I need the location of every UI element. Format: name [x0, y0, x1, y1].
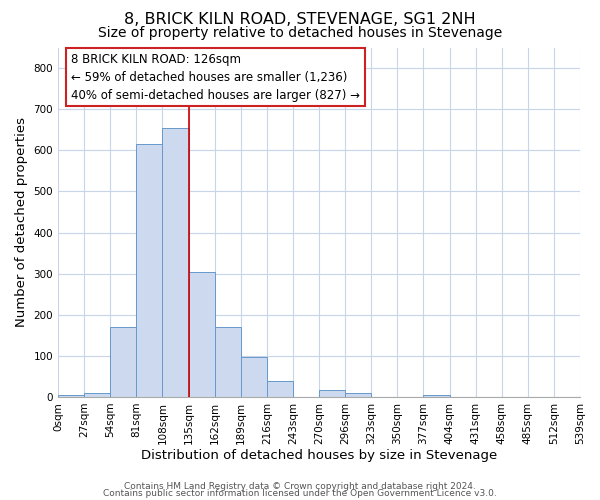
Bar: [319, 390, 345, 397]
Text: Size of property relative to detached houses in Stevenage: Size of property relative to detached ho…: [98, 26, 502, 40]
Bar: [84, 393, 110, 397]
Bar: [58, 395, 84, 397]
Text: 8 BRICK KILN ROAD: 126sqm
← 59% of detached houses are smaller (1,236)
40% of se: 8 BRICK KILN ROAD: 126sqm ← 59% of detac…: [71, 52, 360, 102]
Text: Contains public sector information licensed under the Open Government Licence v3: Contains public sector information licen…: [103, 489, 497, 498]
Bar: [188, 272, 215, 397]
Bar: [215, 327, 241, 397]
Text: Contains HM Land Registry data © Crown copyright and database right 2024.: Contains HM Land Registry data © Crown c…: [124, 482, 476, 491]
Bar: [424, 395, 449, 397]
Bar: [136, 144, 163, 397]
Y-axis label: Number of detached properties: Number of detached properties: [15, 117, 28, 327]
Bar: [110, 327, 136, 397]
Bar: [267, 380, 293, 397]
Text: 8, BRICK KILN ROAD, STEVENAGE, SG1 2NH: 8, BRICK KILN ROAD, STEVENAGE, SG1 2NH: [124, 12, 476, 28]
Bar: [241, 357, 267, 397]
Bar: [163, 128, 188, 397]
Bar: [345, 393, 371, 397]
X-axis label: Distribution of detached houses by size in Stevenage: Distribution of detached houses by size …: [141, 450, 497, 462]
